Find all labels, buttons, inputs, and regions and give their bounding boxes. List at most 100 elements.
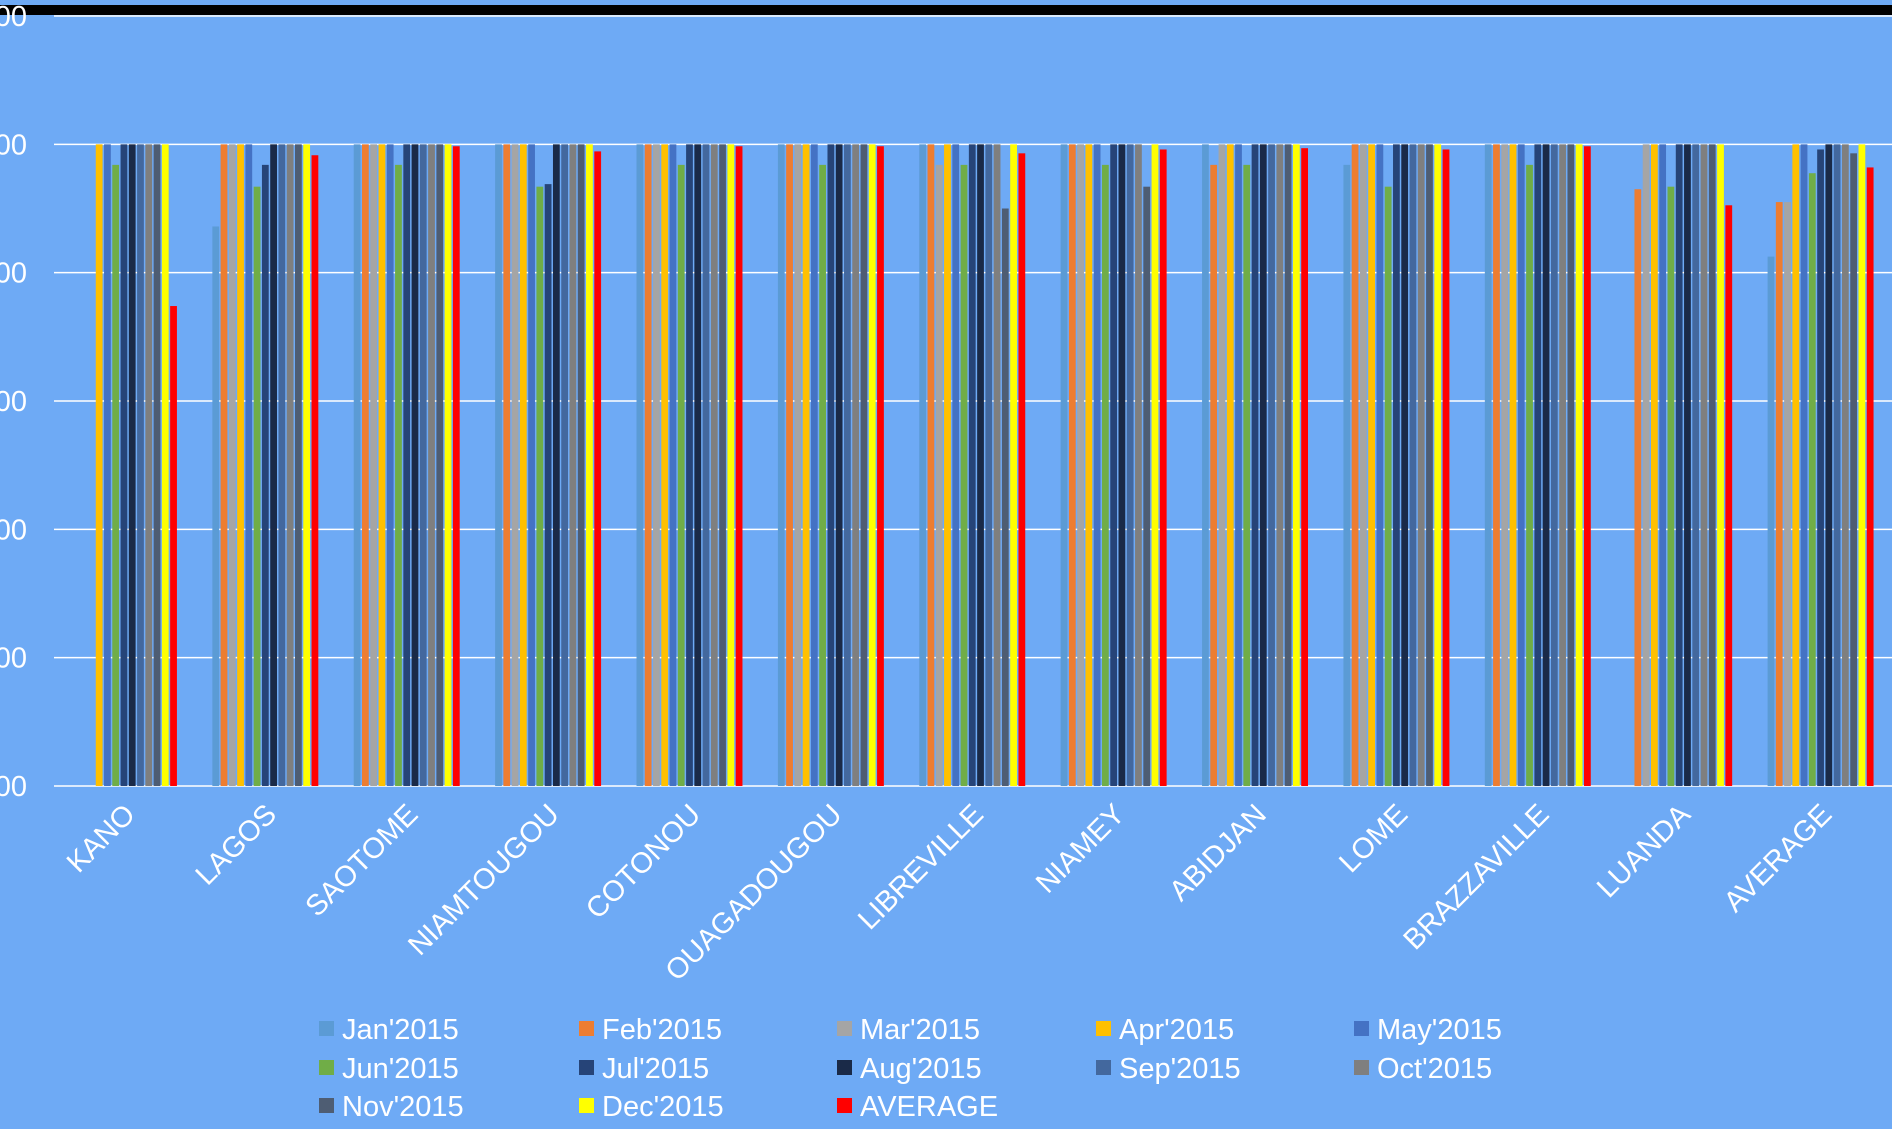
legend-swatch bbox=[837, 1021, 852, 1036]
legend-label: Apr'2015 bbox=[1119, 1014, 1234, 1046]
bar bbox=[1284, 144, 1292, 787]
y-tick-label: 60.00 bbox=[0, 386, 27, 418]
bar bbox=[860, 144, 868, 787]
bar bbox=[1276, 144, 1284, 787]
bar bbox=[561, 144, 569, 787]
bar bbox=[1210, 164, 1218, 786]
bar bbox=[1292, 144, 1300, 787]
bar bbox=[944, 144, 951, 787]
bar bbox=[536, 186, 544, 786]
bar bbox=[1858, 144, 1866, 787]
bar bbox=[686, 144, 693, 787]
bar bbox=[1659, 144, 1667, 787]
bar bbox=[1077, 144, 1084, 787]
bar bbox=[1534, 144, 1542, 787]
bar bbox=[1085, 144, 1093, 787]
bar bbox=[1841, 144, 1849, 787]
bar bbox=[528, 144, 535, 787]
bar bbox=[1833, 144, 1841, 787]
bar bbox=[1351, 144, 1359, 787]
bar bbox=[569, 144, 577, 787]
bar bbox=[1359, 144, 1367, 787]
bar bbox=[278, 144, 286, 787]
bar bbox=[794, 144, 802, 787]
legend-label: AVERAGE bbox=[860, 1091, 998, 1123]
bar bbox=[1251, 144, 1259, 787]
bar bbox=[1143, 186, 1151, 786]
bar bbox=[719, 144, 726, 787]
bar bbox=[1426, 144, 1433, 787]
bar bbox=[927, 144, 935, 787]
bar bbox=[311, 155, 319, 786]
bar bbox=[1018, 153, 1026, 787]
bar bbox=[1501, 144, 1509, 787]
legend-swatch bbox=[1354, 1060, 1369, 1075]
bar bbox=[819, 164, 826, 786]
legend-swatch bbox=[579, 1060, 594, 1075]
bar bbox=[503, 144, 511, 787]
bar bbox=[511, 144, 519, 787]
legend-swatch bbox=[1354, 1021, 1369, 1036]
legend-label: Dec'2015 bbox=[602, 1091, 724, 1123]
y-tick-label: 120.00 bbox=[0, 1, 27, 33]
bar bbox=[444, 144, 452, 787]
bar bbox=[403, 144, 411, 787]
bar bbox=[153, 144, 161, 787]
bar bbox=[677, 164, 685, 786]
legend-swatch bbox=[837, 1060, 852, 1075]
bar bbox=[362, 144, 369, 787]
bar bbox=[1135, 144, 1142, 787]
bar bbox=[552, 144, 560, 787]
bar bbox=[1675, 144, 1683, 787]
bar bbox=[727, 144, 735, 787]
bar bbox=[835, 144, 843, 787]
bar bbox=[919, 144, 927, 787]
legend-label: May'2015 bbox=[1377, 1014, 1502, 1046]
y-tick-label: 80.00 bbox=[0, 258, 27, 290]
bar bbox=[977, 144, 984, 787]
bar bbox=[1343, 164, 1351, 786]
bar bbox=[1784, 202, 1791, 787]
bar bbox=[1393, 144, 1400, 787]
bar bbox=[852, 144, 860, 787]
legend-label: Nov'2015 bbox=[342, 1091, 464, 1123]
legend-swatch bbox=[579, 1098, 594, 1113]
bar bbox=[370, 144, 378, 787]
bar bbox=[1409, 144, 1417, 787]
bar bbox=[212, 226, 220, 786]
bar bbox=[1068, 144, 1076, 787]
bar bbox=[95, 144, 103, 787]
bar bbox=[1866, 167, 1874, 786]
bar bbox=[1825, 144, 1833, 787]
bar bbox=[1634, 189, 1642, 786]
bar bbox=[1126, 144, 1134, 787]
bar bbox=[1226, 144, 1234, 787]
bar bbox=[1110, 144, 1118, 787]
bar bbox=[661, 144, 669, 787]
bar bbox=[137, 144, 144, 787]
bar bbox=[1434, 144, 1442, 787]
bar bbox=[844, 144, 851, 787]
bar bbox=[386, 144, 394, 787]
bar bbox=[1667, 186, 1675, 786]
legend-label: Aug'2015 bbox=[860, 1053, 982, 1085]
bar bbox=[411, 144, 419, 787]
bar bbox=[1493, 144, 1500, 787]
bar bbox=[1118, 144, 1126, 787]
bar bbox=[286, 144, 294, 787]
bar bbox=[161, 144, 169, 787]
bar bbox=[868, 144, 876, 787]
bar bbox=[1800, 144, 1808, 787]
bar bbox=[1301, 148, 1309, 786]
bar bbox=[1442, 149, 1450, 786]
bar bbox=[1567, 144, 1575, 787]
bar bbox=[120, 144, 128, 787]
bar bbox=[1484, 144, 1492, 787]
bar bbox=[1368, 144, 1376, 787]
legend-swatch bbox=[837, 1098, 852, 1113]
bar bbox=[261, 164, 269, 786]
bar bbox=[935, 164, 943, 786]
bar bbox=[1684, 144, 1691, 787]
bar bbox=[395, 164, 402, 786]
